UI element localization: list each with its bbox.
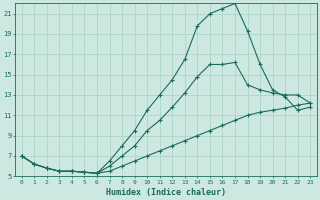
- X-axis label: Humidex (Indice chaleur): Humidex (Indice chaleur): [106, 188, 226, 197]
